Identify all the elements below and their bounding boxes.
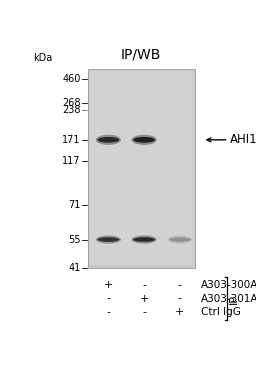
Text: -: - [106,307,110,317]
Ellipse shape [98,237,119,242]
Text: A303-301A: A303-301A [201,293,256,303]
Bar [88,68,195,268]
Ellipse shape [167,235,192,244]
Text: 460: 460 [62,74,81,84]
Text: Ctrl IgG: Ctrl IgG [201,307,241,317]
Text: +: + [104,280,113,290]
Ellipse shape [169,237,191,242]
Text: -: - [106,293,110,303]
Bar [90,71,193,265]
Ellipse shape [132,135,157,145]
Text: IP/WB: IP/WB [121,47,161,61]
Text: 268: 268 [62,98,81,108]
Ellipse shape [98,137,119,143]
Text: -: - [142,307,146,317]
Ellipse shape [132,235,157,244]
Text: +: + [140,293,149,303]
Text: 117: 117 [62,156,81,166]
Text: 171: 171 [62,135,81,145]
Text: +: + [175,307,185,317]
Ellipse shape [96,135,121,145]
Text: -: - [178,280,182,290]
Text: 41: 41 [68,263,81,273]
Ellipse shape [133,237,155,242]
Text: A303-300A: A303-300A [201,280,256,290]
Ellipse shape [96,235,121,244]
Text: 55: 55 [68,235,81,245]
Text: -: - [178,293,182,303]
Text: -: - [142,280,146,290]
Text: 238: 238 [62,105,81,115]
Text: 71: 71 [68,201,81,211]
Text: AHI1: AHI1 [230,133,256,147]
Ellipse shape [133,137,155,143]
Text: IP: IP [228,294,238,304]
Text: kDa: kDa [33,53,52,63]
